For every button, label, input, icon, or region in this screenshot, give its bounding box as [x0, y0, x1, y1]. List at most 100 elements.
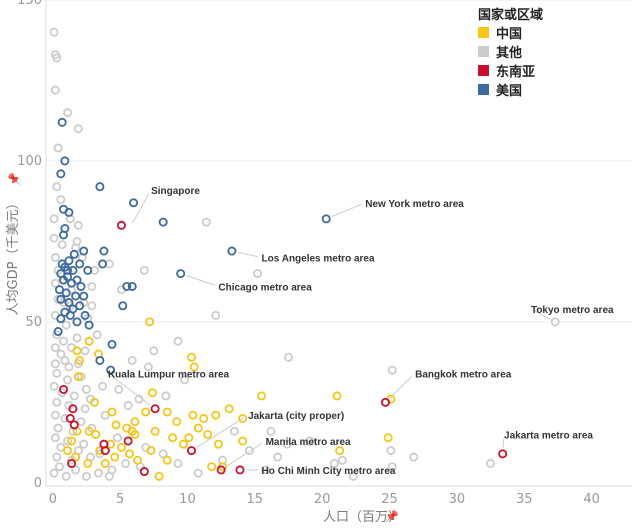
data-point-other[interactable] [52, 397, 62, 407]
data-point-usa[interactable] [83, 265, 93, 275]
data-point-sea[interactable] [150, 404, 160, 414]
data-point-other[interactable] [305, 436, 315, 446]
data-point-china[interactable] [332, 391, 342, 401]
data-point-other[interactable] [409, 452, 419, 462]
data-point-china[interactable] [154, 471, 164, 481]
data-point-usa[interactable] [75, 259, 85, 269]
data-point-usa[interactable] [65, 310, 75, 320]
data-point-china[interactable] [162, 455, 172, 465]
data-point-other[interactable] [173, 336, 183, 346]
data-point-other[interactable] [387, 365, 397, 375]
data-point-china[interactable] [63, 446, 73, 456]
data-point-china[interactable] [147, 388, 157, 398]
data-point-other[interactable] [52, 182, 62, 192]
data-point-china[interactable] [84, 336, 94, 346]
data-point-other[interactable] [161, 391, 171, 401]
data-point-other[interactable] [61, 471, 71, 481]
data-point-china[interactable] [67, 436, 77, 446]
data-point-other[interactable] [92, 330, 102, 340]
data-point-other[interactable] [49, 468, 59, 478]
data-point-usa[interactable] [227, 246, 237, 256]
data-point-usa[interactable] [68, 265, 78, 275]
data-point-other[interactable] [60, 413, 70, 423]
data-point-other[interactable] [53, 423, 63, 433]
data-point-other[interactable] [143, 362, 153, 372]
data-point-china[interactable] [189, 362, 199, 372]
data-point-other[interactable] [201, 217, 211, 227]
data-point-china[interactable] [224, 404, 234, 414]
data-point-usa[interactable] [107, 339, 117, 349]
data-point-other[interactable] [120, 458, 130, 468]
data-point-other[interactable] [114, 384, 124, 394]
data-point-other[interactable] [244, 446, 254, 456]
data-point-china[interactable] [383, 433, 393, 443]
data-point-china[interactable] [257, 391, 267, 401]
data-point-china[interactable] [213, 439, 223, 449]
data-point-usa[interactable] [61, 288, 71, 298]
data-point-usa[interactable] [129, 198, 139, 208]
data-point-other[interactable] [49, 27, 59, 37]
data-point-usa[interactable] [72, 317, 82, 327]
data-point-sea[interactable] [498, 449, 508, 459]
data-point-other[interactable] [52, 53, 62, 63]
data-point-usa[interactable] [118, 301, 128, 311]
data-point-china[interactable] [199, 413, 209, 423]
data-point-usa[interactable] [158, 217, 168, 227]
data-point-usa[interactable] [99, 246, 109, 256]
data-point-other[interactable] [49, 214, 59, 224]
data-point-usa[interactable] [71, 291, 81, 301]
data-point-other[interactable] [486, 458, 496, 468]
data-point-other[interactable] [273, 452, 283, 462]
data-point-other[interactable] [69, 391, 79, 401]
data-point-other[interactable] [56, 349, 66, 359]
data-point-china[interactable] [71, 452, 81, 462]
data-point-other[interactable] [149, 346, 159, 356]
data-point-usa[interactable] [98, 259, 108, 269]
data-point-other[interactable] [266, 426, 276, 436]
data-point-other[interactable] [112, 433, 122, 443]
data-point-usa[interactable] [106, 365, 116, 375]
data-point-china[interactable] [168, 433, 178, 443]
data-point-other[interactable] [57, 240, 67, 250]
data-point-china[interactable] [125, 449, 135, 459]
data-point-china[interactable] [211, 410, 221, 420]
data-point-usa[interactable] [56, 294, 66, 304]
data-point-other[interactable] [550, 317, 560, 327]
data-point-sea[interactable] [123, 436, 133, 446]
data-point-sea[interactable] [235, 465, 245, 475]
data-point-other[interactable] [50, 433, 60, 443]
data-point-other[interactable] [87, 301, 97, 311]
data-point-china[interactable] [73, 372, 83, 382]
data-point-other[interactable] [87, 281, 97, 291]
data-point-china[interactable] [133, 455, 143, 465]
data-point-other[interactable] [94, 468, 104, 478]
data-point-other[interactable] [49, 381, 59, 391]
data-point-china[interactable] [184, 433, 194, 443]
data-point-other[interactable] [173, 458, 183, 468]
data-point-sea[interactable] [59, 384, 69, 394]
data-point-other[interactable] [49, 233, 59, 243]
data-point-other[interactable] [283, 352, 293, 362]
data-point-other[interactable] [79, 439, 89, 449]
data-point-usa[interactable] [84, 320, 94, 330]
data-point-other[interactable] [81, 384, 91, 394]
data-point-other[interactable] [211, 310, 221, 320]
data-point-sea[interactable] [380, 397, 390, 407]
data-point-china[interactable] [207, 462, 217, 472]
data-point-other[interactable] [261, 465, 271, 475]
data-point-usa[interactable] [60, 156, 70, 166]
data-point-china[interactable] [75, 355, 85, 365]
data-point-other[interactable] [61, 320, 71, 330]
data-point-other[interactable] [52, 368, 62, 378]
data-point-sea[interactable] [186, 446, 196, 456]
data-point-china[interactable] [188, 410, 198, 420]
data-point-sea[interactable] [216, 465, 226, 475]
data-point-other[interactable] [71, 465, 81, 475]
data-point-usa[interactable] [53, 327, 63, 337]
data-point-other[interactable] [158, 449, 168, 459]
data-point-china[interactable] [100, 458, 110, 468]
data-point-usa[interactable] [176, 269, 186, 279]
data-point-china[interactable] [83, 458, 93, 468]
data-point-usa[interactable] [79, 291, 89, 301]
data-point-other[interactable] [50, 410, 60, 420]
